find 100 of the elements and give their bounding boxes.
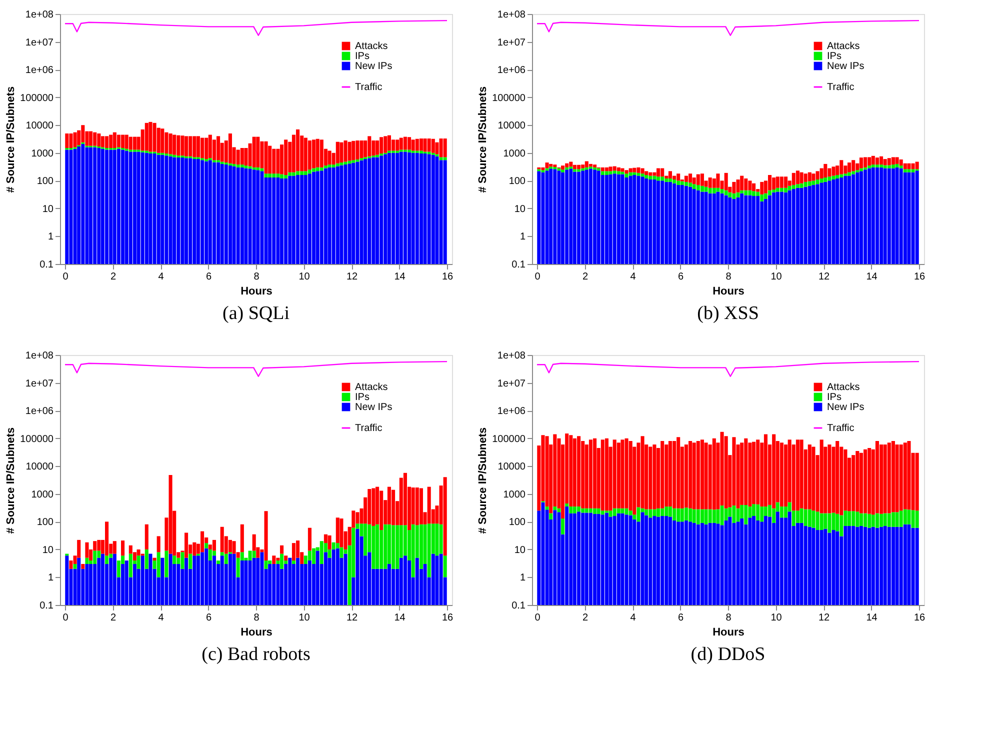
- x-tick-label: 8: [726, 272, 732, 282]
- bar: [435, 156, 439, 264]
- bar: [704, 524, 708, 605]
- bar: [569, 506, 573, 514]
- bar: [911, 163, 915, 170]
- bar: [352, 162, 356, 264]
- bar: [895, 512, 899, 527]
- x-axis-title: Hours: [712, 286, 744, 298]
- bar: [348, 142, 352, 161]
- legend-label: New IPs: [827, 402, 864, 413]
- bar: [800, 183, 804, 188]
- bar: [443, 477, 447, 556]
- x-tick-label: 14: [866, 272, 878, 282]
- bar: [880, 526, 884, 605]
- bar: [732, 437, 736, 506]
- y-axis-title: # Source IP/Subnets: [5, 427, 18, 534]
- bar: [192, 159, 196, 264]
- bar: [812, 446, 816, 511]
- bar: [244, 166, 248, 168]
- bar: [328, 150, 332, 165]
- bar: [784, 506, 788, 518]
- x-tick-label: 6: [206, 612, 212, 624]
- bar: [736, 180, 740, 192]
- y-tick-label: 1000: [503, 148, 526, 160]
- bar: [708, 193, 712, 264]
- bar: [880, 156, 884, 165]
- bar: [423, 138, 427, 152]
- bar: [116, 134, 120, 148]
- bar: [800, 188, 804, 264]
- bar: [859, 168, 863, 172]
- x-tick-label: 12: [346, 272, 358, 282]
- bar: [800, 172, 804, 184]
- bar: [240, 167, 244, 264]
- bar: [284, 556, 288, 560]
- bar: [640, 436, 644, 508]
- bar: [380, 568, 384, 605]
- bar: [656, 176, 660, 181]
- bar: [724, 195, 728, 264]
- bar: [344, 140, 348, 162]
- legend-label: Traffic: [355, 423, 382, 434]
- bar: [252, 170, 256, 264]
- bar: [204, 161, 208, 264]
- bar: [332, 542, 336, 550]
- bar: [65, 556, 69, 605]
- bar: [824, 164, 828, 178]
- bar: [172, 556, 176, 564]
- legend-label: Attacks: [827, 41, 860, 52]
- bar: [316, 167, 320, 172]
- bar: [124, 560, 128, 605]
- bar: [324, 552, 328, 605]
- bar: [109, 150, 113, 264]
- bar: [73, 564, 77, 569]
- bar: [164, 132, 168, 154]
- bar: [844, 176, 848, 264]
- bar: [296, 171, 300, 175]
- bar: [232, 554, 236, 605]
- line-series: [64, 20, 448, 36]
- y-tick-label: 0.1: [40, 260, 54, 270]
- bar: [660, 176, 664, 181]
- bar: [864, 167, 868, 170]
- bar: [875, 441, 879, 514]
- bar: [772, 434, 776, 508]
- bar: [112, 541, 116, 554]
- bar: [352, 160, 356, 163]
- bar: [372, 488, 376, 526]
- bar: [584, 512, 588, 605]
- bar: [593, 170, 597, 264]
- bar: [376, 524, 380, 569]
- bar: [903, 163, 907, 170]
- y-axis-title: # Source IP/Subnets: [5, 86, 18, 193]
- bar: [852, 174, 856, 264]
- bar: [716, 524, 720, 605]
- bar: [792, 172, 796, 185]
- bar: [712, 510, 716, 523]
- bar: [616, 513, 620, 605]
- bar: [97, 133, 101, 146]
- bar: [308, 170, 312, 174]
- bar: [168, 156, 172, 264]
- bar: [672, 441, 676, 508]
- bar: [772, 190, 776, 192]
- bar: [748, 190, 752, 196]
- bar: [792, 189, 796, 264]
- bar: [593, 438, 597, 508]
- x-tick-label: 8: [254, 612, 260, 624]
- bar: [864, 170, 868, 264]
- bar: [352, 140, 356, 160]
- y-tick-label: 1: [48, 572, 54, 584]
- bar: [596, 514, 600, 605]
- bar: [208, 134, 212, 158]
- bar: [192, 542, 196, 556]
- bar: [764, 516, 768, 605]
- y-tick-label: 10: [514, 544, 526, 556]
- bar: [553, 506, 557, 510]
- bar: [740, 193, 744, 264]
- bar: [320, 167, 324, 171]
- x-tick-label: 10: [770, 272, 782, 282]
- bar: [891, 526, 895, 605]
- bar: [427, 152, 431, 154]
- bar: [380, 490, 384, 530]
- bar: [740, 518, 744, 605]
